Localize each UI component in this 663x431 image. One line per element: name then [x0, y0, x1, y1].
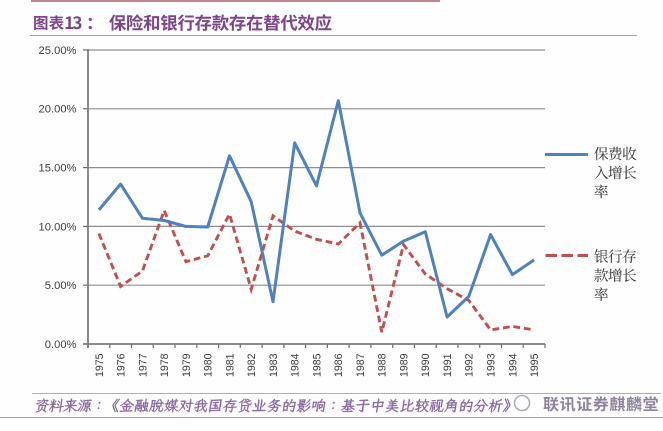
svg-text:1981: 1981 — [224, 353, 236, 377]
svg-text:1987: 1987 — [355, 353, 367, 377]
svg-text:15.00%: 15.00% — [39, 163, 77, 175]
svg-text:0.00%: 0.00% — [45, 339, 77, 351]
svg-text:1983: 1983 — [268, 353, 280, 377]
svg-text:1985: 1985 — [311, 353, 323, 377]
svg-text:1984: 1984 — [290, 353, 302, 377]
svg-text:5.00%: 5.00% — [45, 280, 77, 292]
svg-text:1976: 1976 — [116, 353, 128, 377]
svg-text:1989: 1989 — [398, 353, 410, 377]
svg-text:1978: 1978 — [159, 353, 171, 377]
svg-text:1979: 1979 — [181, 353, 193, 377]
svg-text:1982: 1982 — [246, 353, 258, 377]
svg-text:1991: 1991 — [442, 353, 454, 377]
svg-text:1992: 1992 — [464, 353, 476, 377]
svg-text:1986: 1986 — [333, 353, 345, 377]
svg-text:1993: 1993 — [486, 353, 498, 377]
svg-text:1990: 1990 — [420, 353, 432, 377]
svg-text:1988: 1988 — [377, 353, 389, 377]
svg-text:1980: 1980 — [203, 353, 215, 377]
svg-text:20.00%: 20.00% — [39, 104, 77, 116]
svg-text:1977: 1977 — [137, 353, 149, 377]
svg-text:10.00%: 10.00% — [39, 221, 77, 233]
svg-text:25.00%: 25.00% — [39, 45, 77, 57]
svg-text:1995: 1995 — [529, 353, 541, 377]
svg-text:1994: 1994 — [507, 353, 519, 377]
svg-text:1975: 1975 — [94, 353, 106, 377]
